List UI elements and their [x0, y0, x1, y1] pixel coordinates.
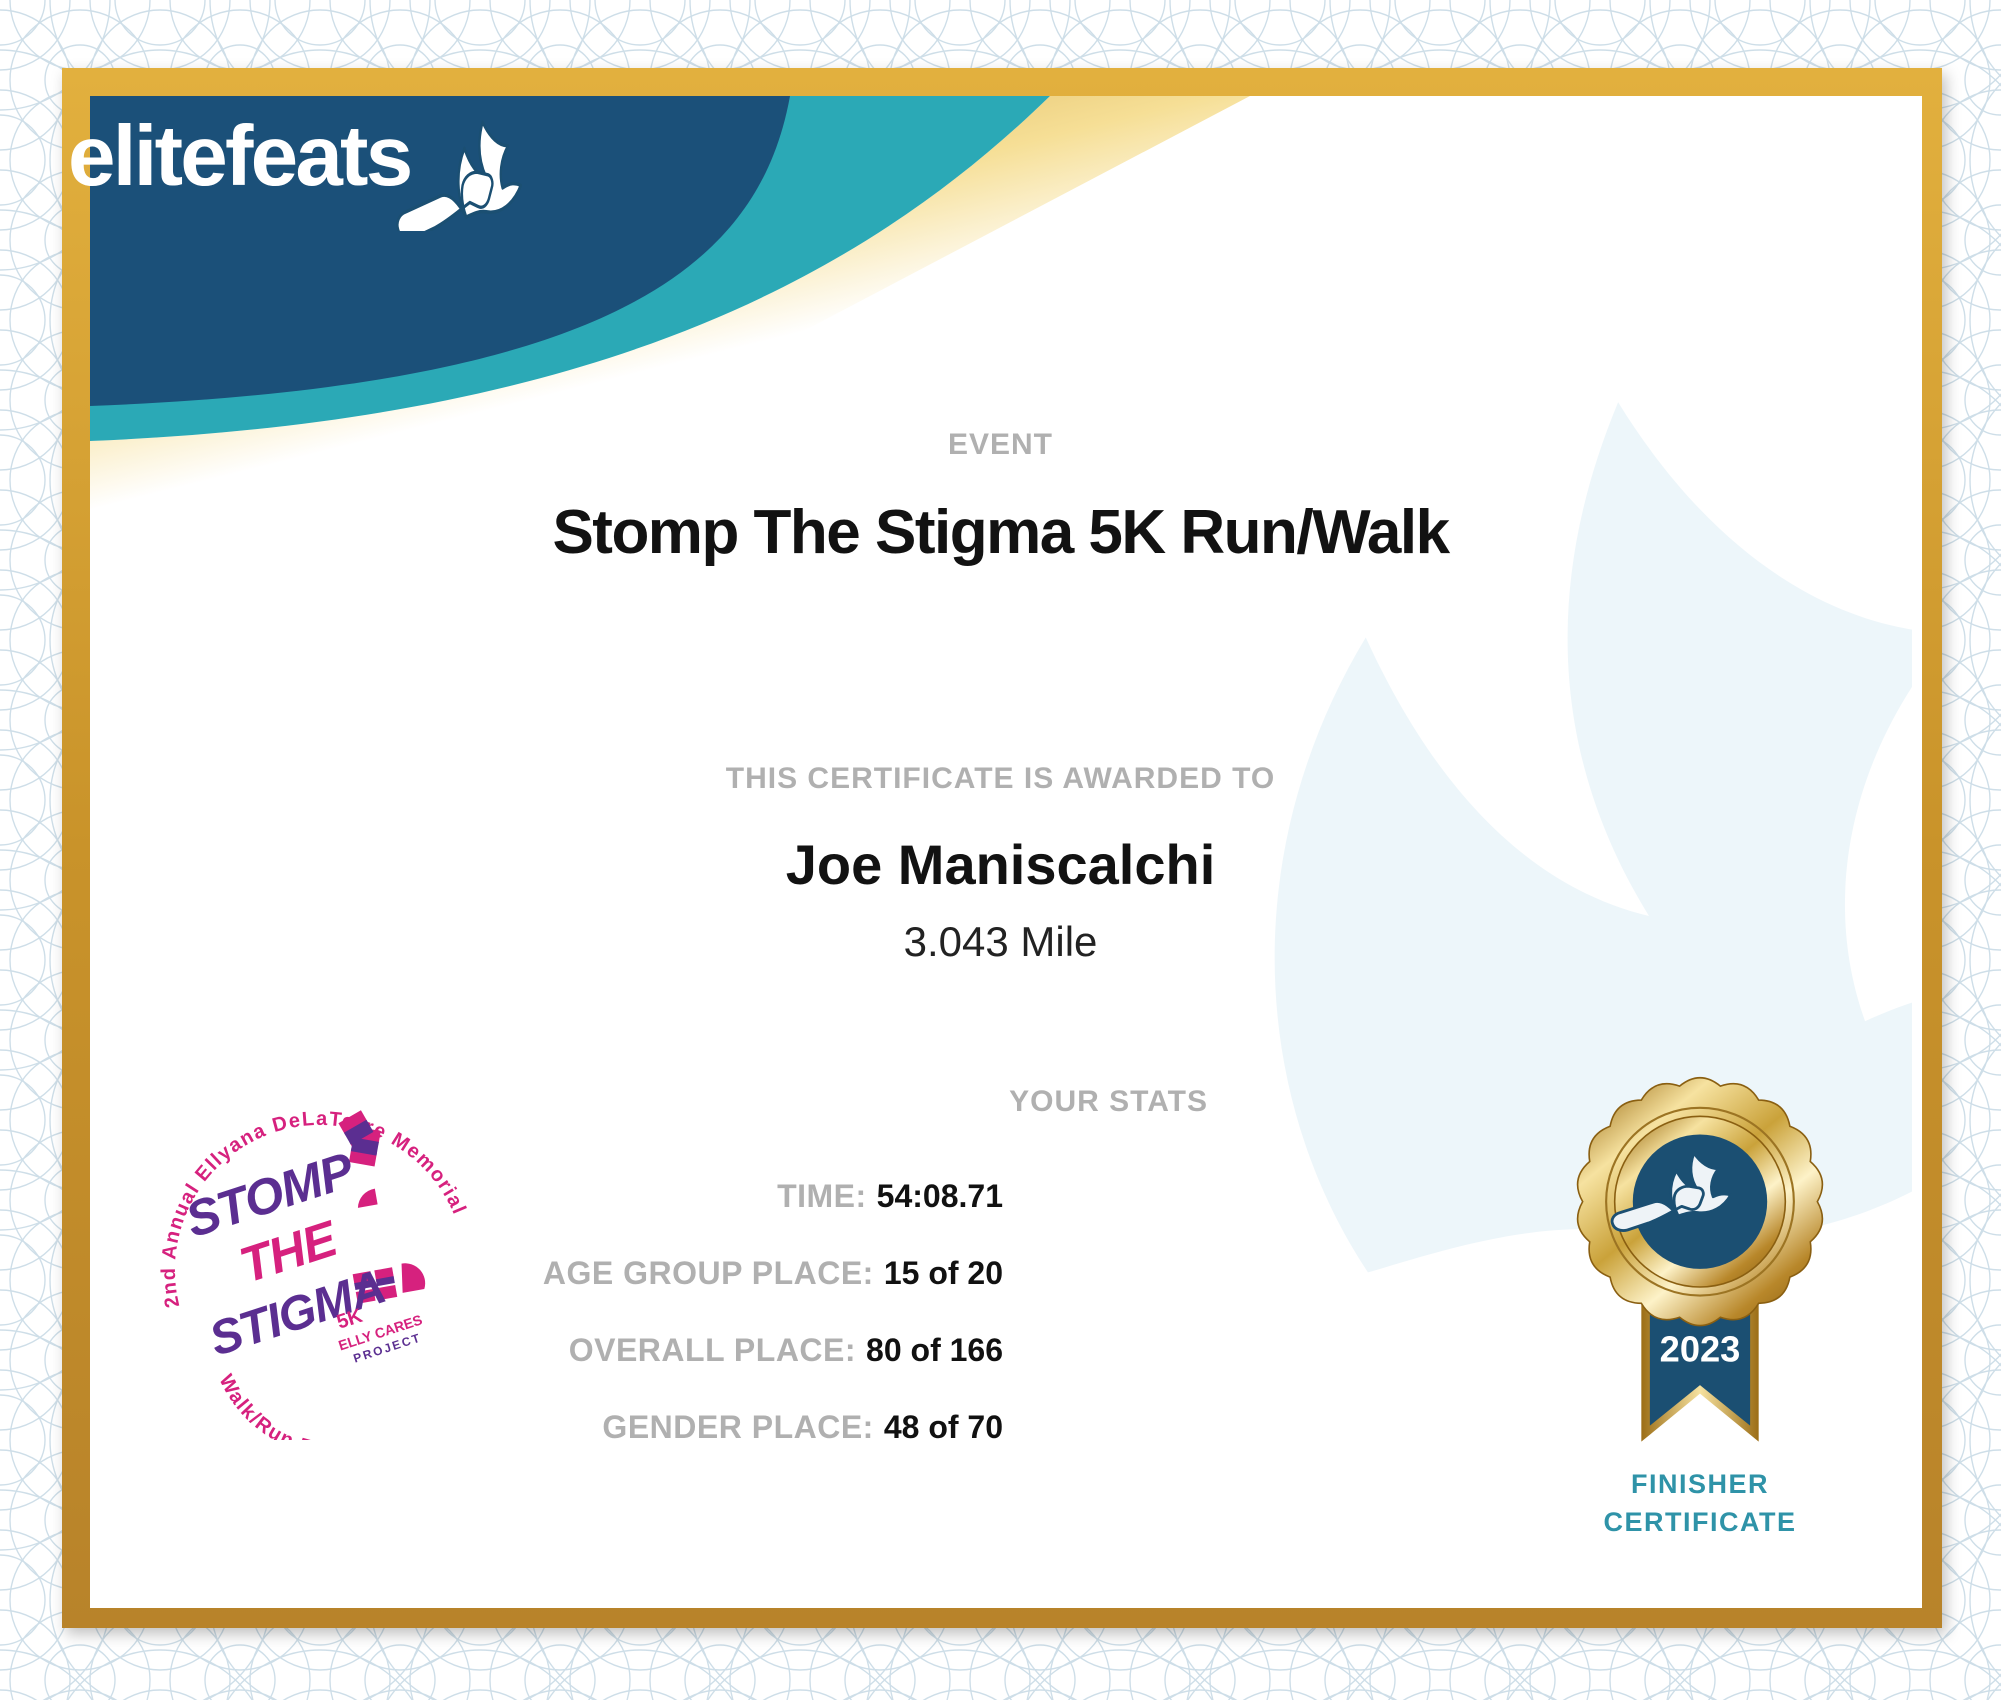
- svg-text:Walk/Run 5K: Walk/Run 5K: [213, 1350, 334, 1440]
- svg-text:2023: 2023: [1660, 1329, 1741, 1370]
- svg-text:elitefeats: elitefeats: [68, 109, 410, 204]
